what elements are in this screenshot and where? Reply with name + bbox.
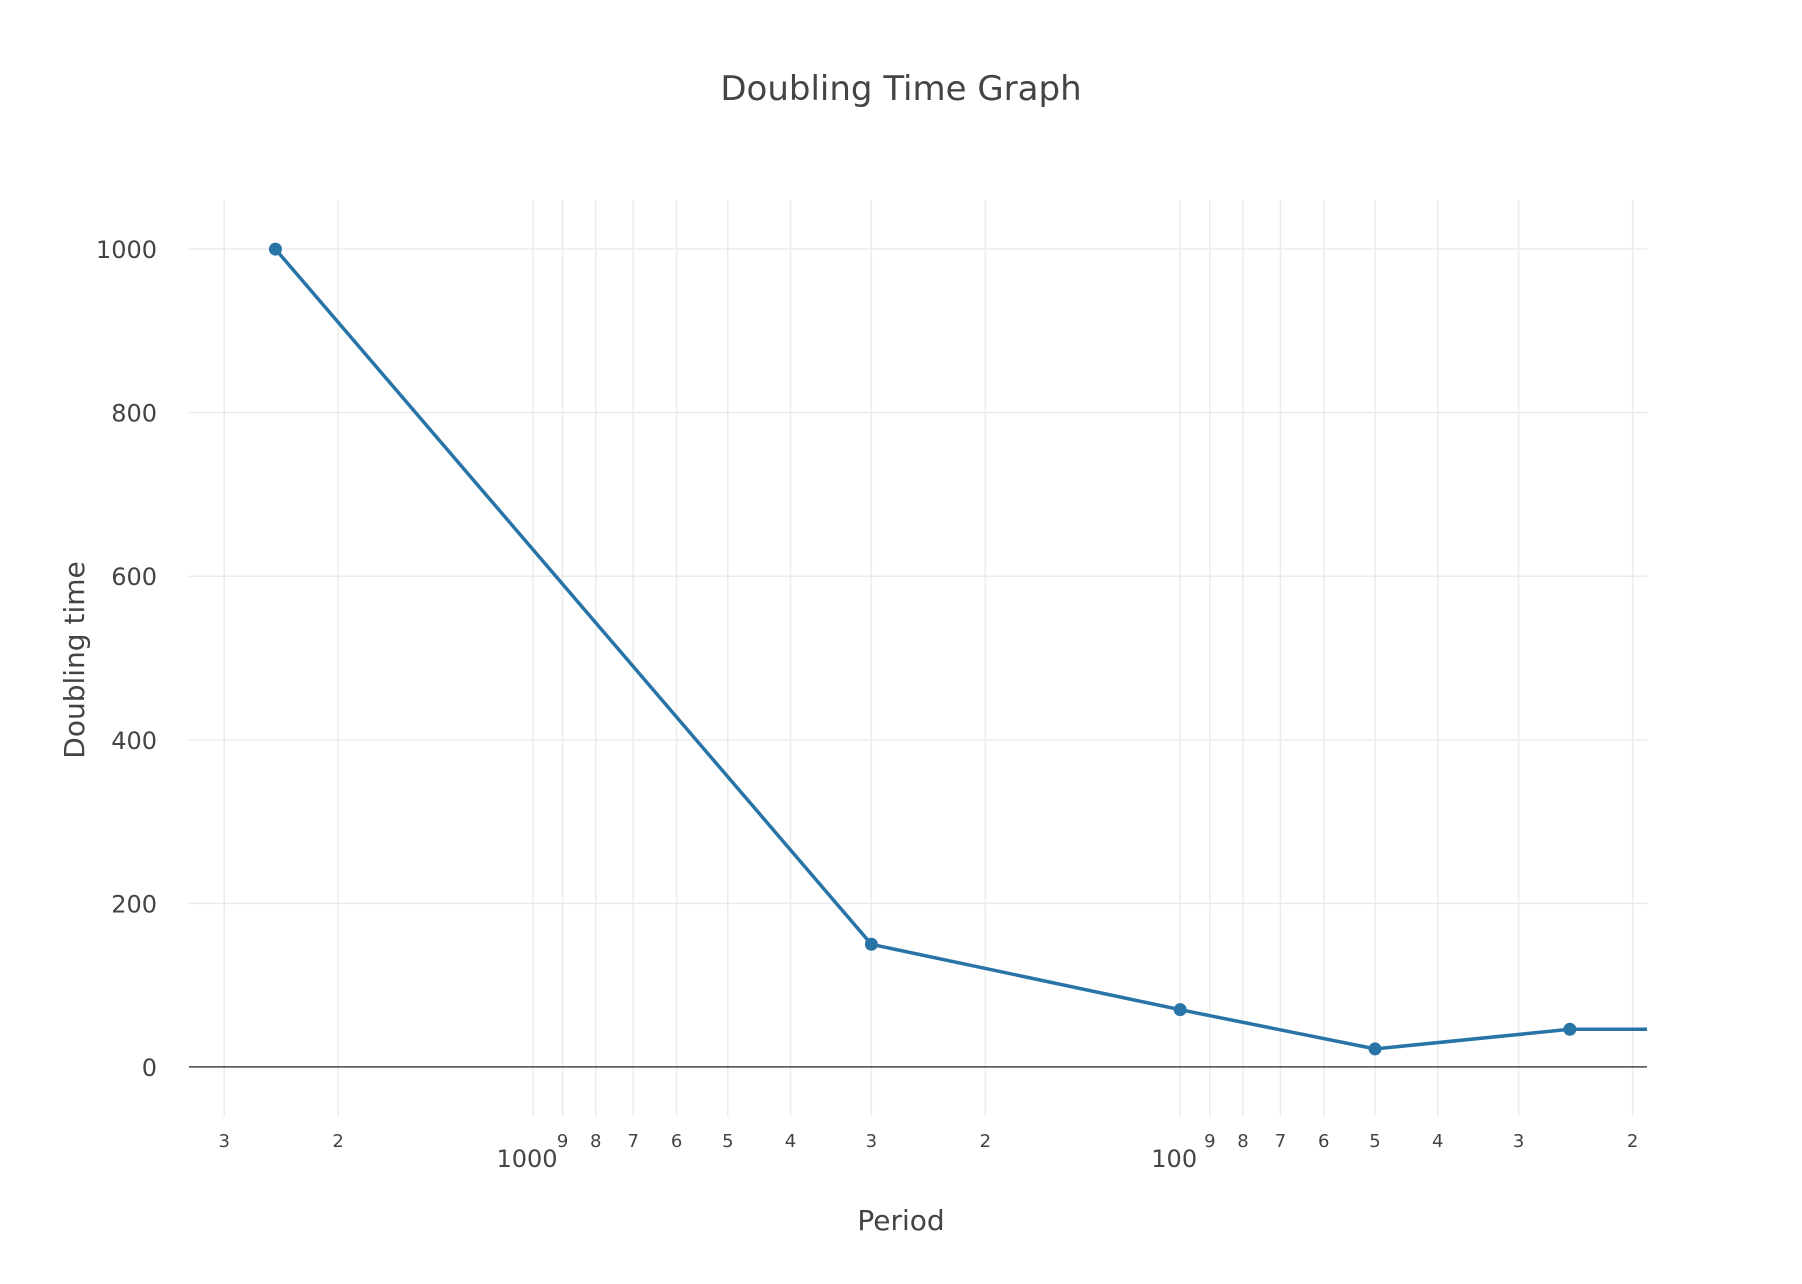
x-minor-tick-label: 5	[1369, 1131, 1380, 1152]
x-minor-tick-label: 4	[785, 1131, 796, 1152]
x-minor-tick-label: 7	[628, 1131, 639, 1152]
x-minor-tick-label: 5	[722, 1131, 733, 1152]
tick-labels: 0 200 400 600 800 1000 3 2 9 8 7 6 5 4 3 2 9 8 7 6 5 4 3 2 1000 1…	[96, 236, 1638, 1173]
y-tick-label: 400	[111, 727, 157, 755]
data-point	[1173, 1003, 1187, 1017]
data-point	[1563, 1022, 1577, 1036]
x-minor-tick-label: 3	[866, 1131, 877, 1152]
x-major-tick-label: 100	[1151, 1145, 1197, 1173]
x-minor-tick-label: 4	[1432, 1131, 1443, 1152]
x-minor-tick-label: 7	[1275, 1131, 1286, 1152]
x-minor-tick-label: 6	[1318, 1131, 1329, 1152]
y-tick-label: 0	[142, 1054, 157, 1082]
x-minor-tick-label: 2	[332, 1131, 343, 1152]
x-minor-tick-label: 9	[557, 1131, 568, 1152]
y-tick-label: 800	[111, 400, 157, 428]
data-point	[1368, 1042, 1382, 1056]
series-line	[274, 247, 1647, 1051]
x-minor-tick-label: 6	[671, 1131, 682, 1152]
x-minor-tick-label: 3	[218, 1131, 229, 1152]
data-point	[268, 242, 282, 256]
series-layer	[268, 242, 1647, 1056]
y-tick-label: 1000	[96, 236, 157, 264]
x-minor-tick-label: 3	[1513, 1131, 1524, 1152]
x-minor-tick-label: 2	[1627, 1131, 1638, 1152]
x-axis-title: Period	[857, 1204, 944, 1237]
x-minor-tick-label: 8	[590, 1131, 601, 1152]
data-point	[864, 937, 878, 951]
x-minor-tick-label: 9	[1204, 1131, 1215, 1152]
y-tick-label: 600	[111, 563, 157, 591]
x-minor-tick-label: 2	[980, 1131, 991, 1152]
y-axis-title: Doubling time	[58, 561, 91, 758]
x-major-tick-label: 1000	[496, 1145, 557, 1173]
gridlines	[189, 200, 1647, 1116]
y-tick-label: 200	[111, 890, 157, 918]
x-minor-tick-label: 8	[1237, 1131, 1248, 1152]
chart-title: Doubling Time Graph	[720, 69, 1081, 109]
